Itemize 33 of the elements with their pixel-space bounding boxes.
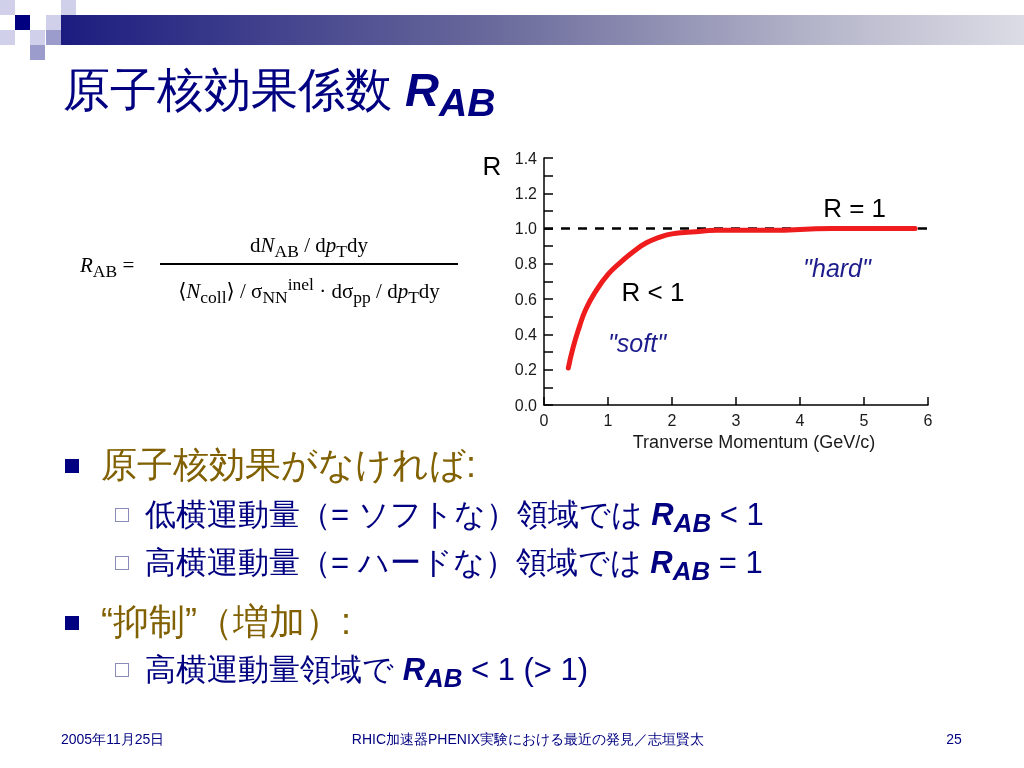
ref-line-label: R = 1 bbox=[823, 192, 886, 223]
y-tick-label: 0.8 bbox=[514, 255, 538, 273]
y-tick-label: 0.2 bbox=[514, 361, 538, 379]
x-axis-title: Tranverse Momentum (GeV/c) bbox=[632, 432, 876, 452]
text: 高横運動量領域で R$_{AB}$ < 1 (> 1) bbox=[145, 651, 589, 693]
annotation: R < 1 bbox=[621, 277, 685, 307]
y-tick-label: 0.4 bbox=[514, 325, 538, 343]
y-tick-label: 1.2 bbox=[514, 184, 538, 202]
text: dN$_{AB}$ / dp$_{T}$dy bbox=[249, 232, 369, 262]
annotation: "soft" bbox=[607, 329, 668, 357]
x-tick-label: 1 bbox=[603, 411, 613, 429]
x-tick-label: 0 bbox=[539, 411, 549, 429]
text: 原子核効果がなければ: bbox=[101, 443, 477, 487]
x-tick-label: 2 bbox=[667, 411, 677, 429]
x-tick-label: 4 bbox=[795, 411, 805, 429]
text: 低横運動量（= ソフトな）領域では R$_{AB}$ < 1 bbox=[145, 496, 764, 538]
y-axis-title: R bbox=[482, 151, 502, 181]
chart-title: 原子核効果係数 R$_{AB}$ bbox=[63, 62, 496, 125]
annotation: "hard" bbox=[803, 254, 873, 282]
text: ⟨N$_{coll}$⟩ / σ$_{NN}$$^{inel}$ · dσ$_{pp}$ / dp$_{T}$dy bbox=[178, 274, 440, 308]
x-tick-label: 5 bbox=[859, 411, 869, 429]
y-tick-label: 1.4 bbox=[514, 149, 538, 167]
y-tick-label: 0.0 bbox=[514, 396, 538, 414]
x-tick-label: 6 bbox=[923, 411, 933, 429]
text: 25 bbox=[946, 731, 962, 747]
text: 2005年11月25日 bbox=[61, 730, 165, 748]
y-tick-label: 1.0 bbox=[514, 220, 538, 238]
text: “抑制”（増加）: bbox=[101, 600, 351, 644]
text: RHIC加速器PHENIX実験における最近の発見／志垣賢太 bbox=[350, 730, 706, 748]
text: R$_{AB}$ = bbox=[80, 252, 135, 282]
x-tick-label: 3 bbox=[731, 411, 741, 429]
text: 高横運動量（= ハードな）領域では R$_{AB}$ = 1 bbox=[145, 544, 763, 586]
y-tick-label: 0.6 bbox=[514, 290, 538, 308]
